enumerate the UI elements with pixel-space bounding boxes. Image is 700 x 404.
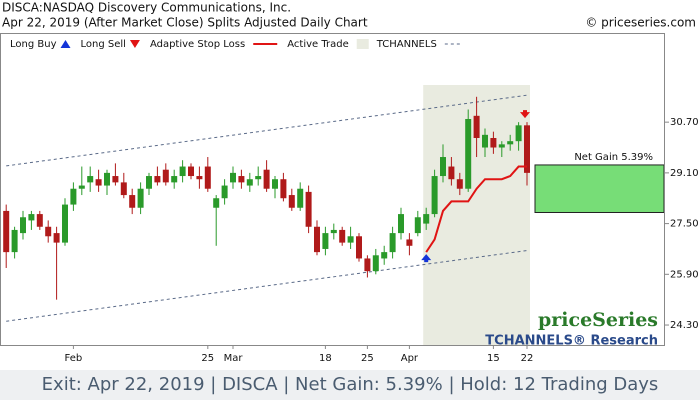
candle-body: [95, 179, 102, 186]
legend-sell: [129, 40, 140, 48]
legend-label: Long Buy: [10, 39, 57, 50]
candle-body: [204, 166, 211, 189]
candle-body: [146, 176, 152, 189]
candle-body: [398, 214, 404, 234]
candle-body: [440, 157, 446, 177]
candle-body: [154, 176, 161, 183]
footer-bg: [0, 370, 700, 400]
x-tick-label: 25: [361, 353, 374, 364]
candle-body: [372, 255, 379, 272]
net-gain-box: [534, 164, 665, 213]
candle-body: [297, 188, 304, 208]
candle-body: [364, 258, 371, 272]
candle-body: [347, 236, 354, 243]
candle-body: [305, 191, 312, 227]
candle-body: [20, 217, 26, 234]
candle-body: [389, 233, 396, 253]
stop-line: [425, 165, 527, 253]
x-tick-label: Apr: [401, 353, 419, 364]
candle-body: [423, 214, 430, 224]
candle-body: [524, 125, 530, 173]
brand: priceSeries: [538, 309, 658, 331]
candle-body: [196, 176, 203, 180]
candle-body: [45, 226, 52, 237]
legend-active: [356, 39, 369, 49]
brand-sub: TCHANNELS® Research: [485, 334, 658, 349]
legend-label: Active Trade: [287, 39, 349, 50]
y-tick-label: 24.30: [670, 320, 699, 331]
candle-body: [246, 179, 253, 186]
candle-body: [280, 179, 287, 199]
x-tick-label: 25: [201, 353, 214, 364]
candle-body: [137, 188, 144, 208]
legend-label: TCHANNELS: [376, 39, 437, 50]
candle-body: [36, 214, 43, 227]
candle-body: [78, 185, 85, 189]
candle-body: [339, 229, 346, 243]
candle-body: [490, 138, 497, 148]
y-tick-label: 30.70: [670, 117, 699, 128]
candle-body: [288, 195, 295, 208]
y-tick-label: 27.50: [670, 219, 699, 230]
x-tick-label: Mar: [224, 353, 244, 364]
candle-body: [112, 176, 119, 183]
candle-body: [431, 176, 438, 215]
y-tick-label: 25.90: [670, 269, 699, 280]
legend-label: Long Sell: [81, 39, 126, 50]
candle-body: [465, 118, 472, 189]
candle-body: [322, 233, 329, 249]
candle-body: [456, 179, 463, 189]
sell-arrow: [520, 110, 530, 119]
candle-body: [498, 144, 505, 148]
plot: 24.30 25.90 27.50 29.10 30.70 Feb 25 Mar 18 25 Apr…: [3, 39, 699, 364]
candle-body: [448, 166, 455, 180]
candle-body: [129, 195, 136, 208]
candle-body: [515, 125, 522, 142]
candle-body: [238, 176, 245, 183]
x-tick-label: 15: [487, 353, 500, 364]
candle-body: [406, 239, 413, 246]
candle-body: [70, 188, 77, 205]
candle-body: [3, 210, 10, 253]
candle-body: [87, 176, 94, 183]
candle-body: [171, 176, 178, 183]
candle-body: [120, 182, 127, 196]
candle-body: [104, 172, 110, 186]
candle-body: [221, 185, 228, 199]
candle-body: [272, 179, 278, 189]
source: © priceseries.com: [585, 16, 696, 30]
candle-body: [162, 169, 169, 183]
buy-arrow: [421, 254, 432, 263]
candle-body: [179, 166, 186, 177]
candle-body: [188, 166, 194, 177]
candle-body: [507, 141, 514, 145]
candle-body: [28, 214, 35, 221]
candle-body: [330, 229, 337, 234]
candle-body: [11, 229, 18, 253]
candle-body: [356, 236, 362, 259]
candle-body: [381, 252, 388, 259]
chart-subtitle: Apr 22, 2019 (After Market Close) Splits…: [2, 16, 368, 30]
candle-body: [263, 169, 270, 189]
candle-body: [414, 217, 421, 234]
y-tick-label: 29.10: [670, 168, 699, 179]
legend-label: Adaptive Stop Loss: [150, 39, 245, 50]
candle-body: [213, 198, 220, 208]
candle-body: [255, 176, 262, 180]
caption: Exit: Apr 22, 2019 | DISCA | Net Gain: 5…: [42, 374, 659, 395]
candle-body: [482, 134, 488, 148]
legend-buy: [60, 40, 71, 48]
x-tick-label: 22: [521, 353, 534, 364]
plot-border: [0, 33, 665, 346]
candle-body: [230, 172, 236, 183]
candle-body: [62, 204, 68, 243]
x-tick-label: Feb: [65, 353, 83, 364]
chart-title: DISCA:NASDAQ Discovery Communications, I…: [2, 1, 291, 15]
candle-body: [53, 233, 60, 243]
candle-body: [473, 115, 480, 139]
net-gain-label: Net Gain 5.39%: [574, 152, 653, 163]
x-tick-label: 18: [319, 353, 332, 364]
candle-body: [314, 226, 320, 253]
